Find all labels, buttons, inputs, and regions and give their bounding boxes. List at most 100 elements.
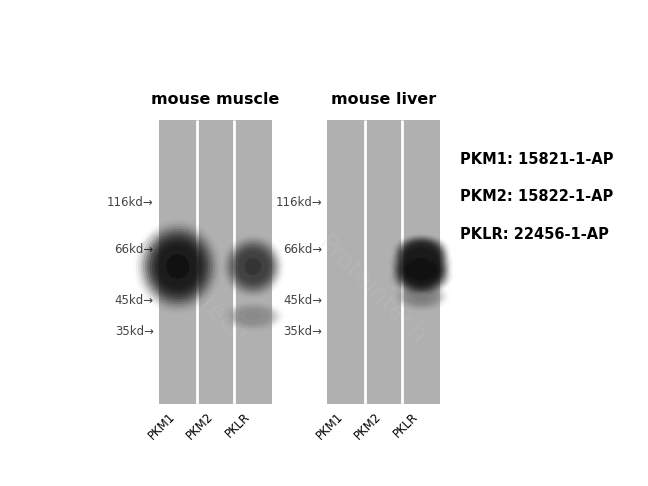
Ellipse shape [409,290,434,303]
Text: 66kd→: 66kd→ [115,243,154,256]
Ellipse shape [239,252,267,281]
Ellipse shape [152,239,203,295]
Ellipse shape [399,238,444,266]
Text: Proteintech: Proteintech [314,231,431,349]
Text: mouse liver: mouse liver [331,92,436,107]
Text: PKM2: PKM2 [183,410,215,442]
Ellipse shape [159,246,197,287]
Text: 45kd→: 45kd→ [115,294,154,307]
Ellipse shape [229,242,277,291]
Text: 116kd→: 116kd→ [275,196,322,209]
Ellipse shape [239,310,267,323]
Ellipse shape [392,256,450,295]
Ellipse shape [232,306,273,326]
Ellipse shape [402,262,440,288]
Ellipse shape [235,308,270,325]
Ellipse shape [401,286,441,307]
Text: 116kd→: 116kd→ [107,196,154,209]
Ellipse shape [235,249,270,284]
Ellipse shape [224,237,282,296]
Ellipse shape [404,252,439,275]
Ellipse shape [395,258,447,292]
Ellipse shape [154,241,202,292]
Ellipse shape [237,251,269,282]
Ellipse shape [407,254,435,273]
Ellipse shape [402,251,440,277]
Ellipse shape [231,306,275,327]
Ellipse shape [226,239,281,295]
Ellipse shape [397,283,446,310]
Ellipse shape [227,241,279,293]
Ellipse shape [231,244,275,289]
Ellipse shape [399,249,444,278]
Ellipse shape [407,289,435,304]
Text: PKLR: PKLR [223,410,253,440]
Ellipse shape [156,243,199,290]
Ellipse shape [234,247,272,286]
Ellipse shape [406,264,437,286]
Ellipse shape [145,231,211,302]
Bar [402,120,440,404]
Ellipse shape [232,245,273,288]
Ellipse shape [406,253,437,274]
Text: Proteintech: Proteintech [133,231,250,349]
Bar [365,120,402,404]
Bar [327,120,365,404]
Ellipse shape [397,247,445,280]
Ellipse shape [234,307,272,326]
Ellipse shape [406,243,435,261]
Text: PKLR: 22456-1-AP: PKLR: 22456-1-AP [460,226,609,242]
Text: 35kd→: 35kd→ [115,326,154,338]
Text: 45kd→: 45kd→ [283,294,322,307]
Ellipse shape [147,234,208,299]
Text: mouse muscle: mouse muscle [151,92,279,107]
Ellipse shape [395,236,446,268]
Text: PKM1: PKM1 [314,410,346,442]
Ellipse shape [402,286,440,306]
Ellipse shape [400,285,443,308]
Ellipse shape [408,244,434,260]
Ellipse shape [398,284,445,309]
Ellipse shape [143,229,213,304]
Ellipse shape [407,266,435,284]
Ellipse shape [413,293,429,300]
Ellipse shape [226,303,281,330]
Ellipse shape [404,287,438,306]
Text: PKLR: PKLR [391,410,421,440]
Bar [159,120,197,404]
Ellipse shape [397,259,445,291]
Ellipse shape [167,254,189,279]
Ellipse shape [400,250,442,278]
Ellipse shape [402,240,441,264]
Text: PKM1: 15821-1-AP: PKM1: 15821-1-AP [460,152,614,167]
Bar [197,120,234,404]
Ellipse shape [413,269,430,281]
Ellipse shape [399,260,444,290]
Text: PKM2: PKM2 [352,410,384,442]
Ellipse shape [413,258,430,269]
Ellipse shape [244,258,261,275]
Ellipse shape [405,242,437,262]
Ellipse shape [404,263,439,287]
Text: 35kd→: 35kd→ [283,326,322,338]
Ellipse shape [237,309,269,324]
Ellipse shape [404,241,439,263]
Text: PKM1: PKM1 [146,410,178,442]
Ellipse shape [393,257,448,294]
Ellipse shape [229,305,277,328]
Ellipse shape [392,244,450,283]
Ellipse shape [400,261,442,289]
Ellipse shape [227,304,279,329]
Ellipse shape [400,239,442,265]
Ellipse shape [413,247,429,257]
Text: PKM2: 15822-1-AP: PKM2: 15822-1-AP [460,189,614,204]
Bar [234,120,272,404]
Ellipse shape [406,288,437,305]
Text: 66kd→: 66kd→ [283,243,322,256]
Ellipse shape [138,224,218,310]
Ellipse shape [244,312,261,320]
Ellipse shape [394,235,448,269]
Ellipse shape [397,237,445,267]
Ellipse shape [393,245,448,282]
Ellipse shape [141,226,215,307]
